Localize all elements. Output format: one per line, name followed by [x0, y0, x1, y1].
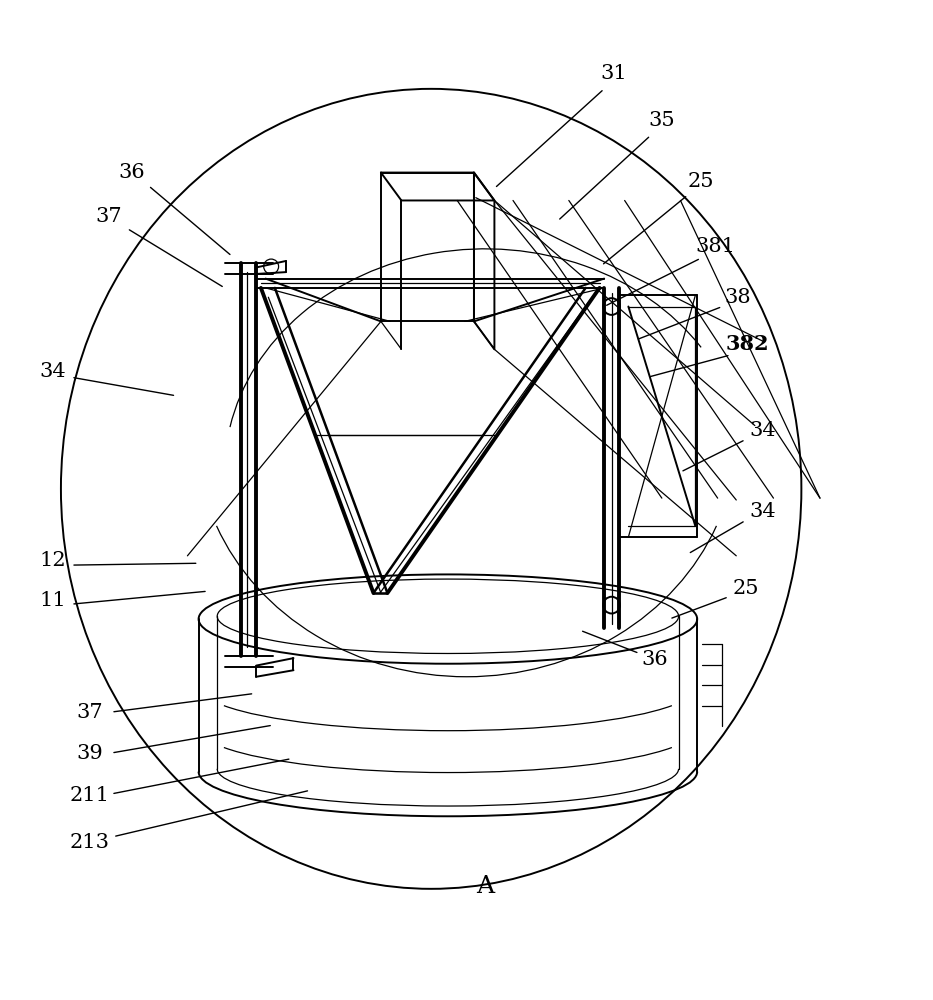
- Text: 39: 39: [77, 744, 104, 763]
- Text: A: A: [476, 875, 494, 898]
- Text: 37: 37: [95, 207, 121, 226]
- Text: 36: 36: [641, 650, 668, 669]
- Text: 12: 12: [39, 551, 66, 570]
- Text: 213: 213: [70, 833, 110, 852]
- Text: 11: 11: [39, 591, 66, 610]
- Text: 31: 31: [600, 64, 627, 83]
- Text: 34: 34: [39, 362, 66, 381]
- Text: 34: 34: [749, 421, 775, 440]
- Text: 382: 382: [726, 334, 769, 354]
- Text: 25: 25: [688, 172, 714, 191]
- Text: 38: 38: [725, 288, 751, 307]
- Text: 37: 37: [77, 703, 103, 722]
- Text: 381: 381: [696, 237, 736, 256]
- Text: 35: 35: [648, 111, 675, 130]
- Text: 34: 34: [749, 502, 775, 521]
- Text: 211: 211: [70, 786, 110, 805]
- Text: 36: 36: [118, 163, 145, 182]
- Text: 25: 25: [732, 579, 759, 598]
